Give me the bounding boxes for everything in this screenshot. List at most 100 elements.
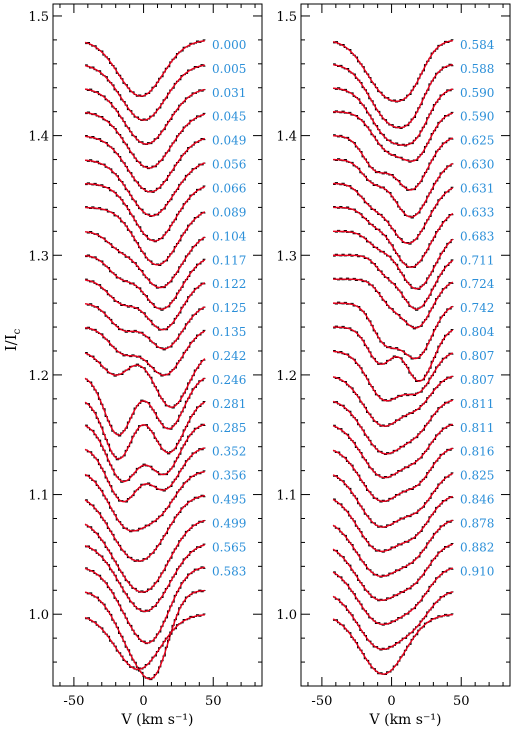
left-model-profile <box>84 614 205 670</box>
right-model-profile <box>333 302 454 360</box>
right-phase-label: 0.846 <box>460 493 494 507</box>
left-phase-label: 0.281 <box>212 397 246 411</box>
left-phase-label: 0.066 <box>212 181 246 195</box>
left-ytick-label: 1.2 <box>28 369 49 384</box>
right-model-profile <box>332 519 454 577</box>
left-model-profile <box>84 470 205 532</box>
left-phase-label: 0.000 <box>212 38 246 52</box>
right-x-axis-label: V (km s⁻¹) <box>369 712 442 728</box>
right-observed-profile <box>333 63 454 129</box>
left-phase-label: 0.495 <box>212 493 246 507</box>
right-model-profile <box>332 39 453 102</box>
right-model-profile <box>333 230 454 290</box>
right-phase-label: 0.811 <box>460 397 494 411</box>
right-observed-profile <box>333 613 454 675</box>
left-phase-label: 0.117 <box>212 253 246 267</box>
left-phase-label: 0.285 <box>212 421 246 435</box>
left-model-profile <box>84 254 206 310</box>
right-model-profile <box>333 158 454 218</box>
right-model-profile <box>333 206 454 268</box>
left-phase-label: 0.122 <box>212 277 246 291</box>
left-model-profile <box>84 401 206 460</box>
left-observed-profile <box>85 64 206 122</box>
right-xtick-label: 50 <box>453 694 470 709</box>
left-xtick-label: -50 <box>63 694 84 709</box>
left-ytick-label: 1.1 <box>28 489 49 504</box>
right-model-profile <box>333 278 454 329</box>
right-model-profile <box>332 567 454 626</box>
left-model-profile <box>84 40 205 97</box>
right-xtick-label: -50 <box>311 694 332 709</box>
right-ytick-label: 1.4 <box>276 130 297 145</box>
left-phase-label: 0.356 <box>212 469 246 483</box>
left-phase-label: 0.352 <box>212 445 246 459</box>
right-model-profile <box>332 447 454 503</box>
right-phase-label: 0.590 <box>460 86 494 100</box>
left-model-profile <box>84 135 206 193</box>
right-ytick-label: 1.0 <box>276 608 297 623</box>
right-model-profile <box>332 495 454 553</box>
left-phase-label: 0.246 <box>212 373 246 387</box>
left-model-profile <box>84 566 205 644</box>
left-model-profile <box>84 279 206 331</box>
right-xtick-label: 0 <box>387 694 395 709</box>
right-model-profile <box>332 375 454 427</box>
left-phase-label: 0.089 <box>212 205 246 219</box>
right-observed-profile <box>333 399 454 455</box>
right-ytick-label: 1.1 <box>276 489 297 504</box>
right-model-profile <box>332 350 454 402</box>
left-model-profile <box>84 377 206 436</box>
right-observed-profile <box>333 205 454 268</box>
right-phase-label: 0.590 <box>460 110 494 124</box>
left-model-profile <box>84 88 206 145</box>
right-phase-label: 0.878 <box>460 516 494 530</box>
left-model-profile <box>84 519 206 593</box>
left-model-profile <box>84 159 206 217</box>
left-phase-label: 0.135 <box>212 325 246 339</box>
left-model-profile <box>84 352 206 408</box>
right-ytick-label: 1.3 <box>276 249 297 264</box>
right-model-profile <box>333 135 454 191</box>
left-phase-label: 0.565 <box>212 540 246 554</box>
left-observed-profile <box>85 303 206 351</box>
left-model-profile <box>84 111 206 169</box>
left-ytick-label: 1.5 <box>28 10 49 25</box>
left-ytick-label: 1.3 <box>28 249 49 264</box>
right-model-profile <box>332 472 454 528</box>
right-phase-label: 0.584 <box>460 38 495 52</box>
right-phase-label: 0.630 <box>460 158 494 172</box>
right-model-profile <box>333 111 454 162</box>
right-observed-profile <box>333 472 454 528</box>
right-model-profile <box>332 543 454 601</box>
right-phase-label: 0.811 <box>460 421 494 435</box>
left-observed-profile <box>85 39 206 97</box>
right-model-profile <box>332 423 454 479</box>
left-model-profile <box>85 183 206 242</box>
left-xtick-label: 0 <box>139 694 147 709</box>
right-model-profile <box>332 87 454 146</box>
right-phase-label: 0.882 <box>460 540 494 554</box>
right-phase-label: 0.683 <box>460 229 494 243</box>
right-phase-label: 0.724 <box>460 277 495 291</box>
left-model-profile <box>84 544 206 612</box>
left-phase-label: 0.125 <box>212 301 246 315</box>
right-phase-label: 0.631 <box>460 181 494 195</box>
right-phase-label: 0.633 <box>460 205 494 219</box>
right-observed-profile <box>333 375 454 427</box>
left-model-profile <box>84 231 206 289</box>
right-plot-frame <box>300 3 511 687</box>
right-panel: 1.0 1.1 1.2 1.3 1.4 1.5 -50 0 50 V (km s⁻¹) 0.584 0… <box>276 3 511 728</box>
right-observed-profile <box>333 87 454 147</box>
right-model-profile <box>332 613 453 675</box>
right-ytick-label: 1.2 <box>276 369 297 384</box>
left-observed-profile <box>85 494 206 562</box>
left-ytick-label: 1.4 <box>28 130 49 145</box>
right-phase-label: 0.807 <box>460 349 494 363</box>
left-phase-label: 0.005 <box>212 62 246 76</box>
right-phase-label: 0.711 <box>460 253 494 267</box>
left-x-axis-label: V (km s⁻¹) <box>121 712 194 728</box>
right-phase-label: 0.825 <box>460 469 494 483</box>
left-model-profile <box>85 206 206 266</box>
left-model-profile <box>84 494 205 562</box>
right-ytick-label: 1.5 <box>276 10 297 25</box>
